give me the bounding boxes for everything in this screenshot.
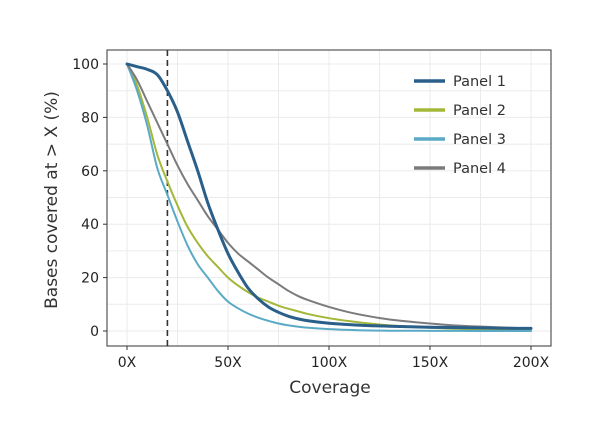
x-axis-title: Coverage (289, 378, 370, 398)
legend-label-panel-3: Panel 3 (453, 132, 506, 148)
series-line-panel-4 (126, 63, 532, 330)
legend-label-panel-2: Panel 2 (453, 103, 506, 119)
y-axis-title: Bases covered at > X (%) (42, 91, 62, 309)
y-tick-label: 0 (90, 324, 99, 340)
series-lines (125, 62, 533, 332)
series-line-panel-3 (126, 63, 532, 332)
legend: Panel 1 Panel 2 Panel 3 Panel 4 (414, 74, 506, 177)
x-tick-label: 150X (412, 355, 449, 371)
grid (107, 50, 551, 346)
y-tick-label: 100 (72, 57, 99, 73)
y-tick-label: 80 (81, 110, 99, 126)
series-line-panel-1 (125, 62, 533, 330)
y-tick-label: 20 (81, 271, 99, 287)
x-tick-label: 50X (214, 355, 242, 371)
legend-label-panel-1: Panel 1 (453, 74, 506, 90)
y-tick-label: 40 (81, 217, 99, 233)
x-tick-label: 100X (311, 355, 348, 371)
legend-label-panel-4: Panel 4 (453, 161, 506, 177)
x-axis-ticks: 0X 50X 100X 150X 200X (118, 346, 550, 371)
y-axis-ticks: 0 20 40 60 80 100 (72, 57, 107, 340)
x-tick-label: 0X (118, 355, 137, 371)
y-tick-label: 60 (81, 164, 99, 180)
x-tick-label: 200X (513, 355, 550, 371)
